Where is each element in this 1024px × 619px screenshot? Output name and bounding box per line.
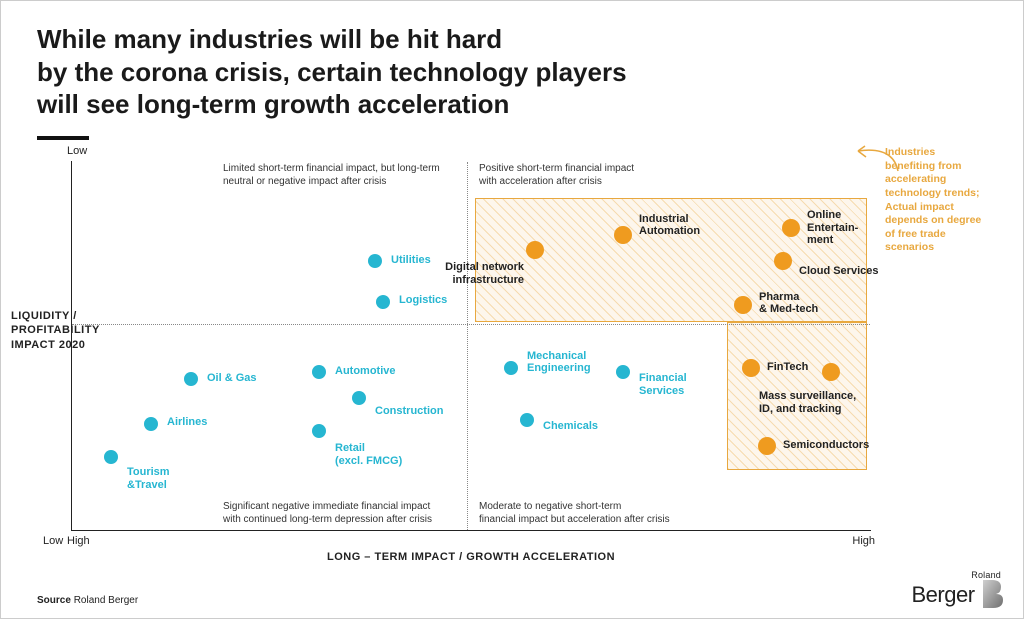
point-label-mechanical-engineering: Mechanical Engineering	[527, 350, 591, 375]
point-label-automotive: Automotive	[335, 365, 396, 378]
point-semiconductors	[758, 437, 776, 455]
y-axis-high-xlow: High	[67, 535, 90, 547]
quadrant-label: Limited short-term financial impact, but…	[223, 163, 440, 188]
point-construction	[352, 391, 366, 405]
logo-top: Roland	[912, 570, 1002, 580]
title-line1: While many industries will be hit hard	[37, 24, 502, 54]
point-retail	[312, 424, 326, 438]
logo-bottom: Berger	[912, 582, 975, 607]
point-label-oil-gas: Oil & Gas	[207, 372, 257, 385]
point-pharma-medtech	[734, 296, 752, 314]
point-automotive	[312, 365, 326, 379]
point-utilities	[368, 254, 382, 268]
logo-b-icon	[981, 580, 1003, 608]
point-label-fintech: FinTech	[767, 361, 808, 374]
horizontal-split	[72, 324, 870, 325]
quadrant-label: Significant negative immediate financial…	[223, 501, 432, 526]
point-label-semiconductors: Semiconductors	[783, 439, 869, 452]
point-label-cloud-services: Cloud Services	[799, 265, 878, 278]
point-cloud-services	[774, 252, 792, 270]
chart-frame: { "title": { "line1": "While many indust…	[0, 0, 1024, 619]
point-oil-gas	[184, 372, 198, 386]
point-logistics	[376, 295, 390, 309]
point-financial-services	[616, 365, 630, 379]
scatter-chart: Low High Low High LIQUIDITY / PROFITABIL…	[71, 161, 871, 531]
point-tourism-travel	[104, 450, 118, 464]
point-label-chemicals: Chemicals	[543, 420, 598, 433]
point-fintech	[742, 359, 760, 377]
chart-title: While many industries will be hit hard b…	[37, 23, 627, 121]
x-axis-label: LONG – TERM IMPACT / GROWTH ACCELERATION	[71, 551, 871, 563]
point-mass-surveillance	[822, 363, 840, 381]
point-label-construction: Construction	[375, 405, 443, 418]
title-line3: will see long-term growth acceleration	[37, 88, 627, 121]
title-line2: by the corona crisis, certain technology…	[37, 56, 627, 89]
source-prefix: Source	[37, 595, 71, 606]
point-label-utilities: Utilities	[391, 254, 431, 267]
point-chemicals	[520, 413, 534, 427]
x-axis-line	[71, 530, 871, 531]
point-label-airlines: Airlines	[167, 416, 207, 429]
vertical-split	[467, 162, 468, 530]
point-label-logistics: Logistics	[399, 294, 447, 307]
point-label-financial-services: Financial Services	[639, 372, 687, 397]
point-online-entertainment	[782, 219, 800, 237]
point-label-digital-network-infrastructure: Digital network infrastructure	[445, 261, 524, 286]
point-label-online-entertainment: Online Entertain- ment	[807, 209, 858, 247]
y-axis-low: Low	[67, 145, 87, 157]
x-axis-high: High	[852, 535, 875, 547]
point-digital-network-infrastructure	[526, 241, 544, 259]
quadrant-label: Moderate to negative short-term financia…	[479, 501, 670, 526]
point-mechanical-engineering	[504, 361, 518, 375]
source-line: Source Roland Berger	[37, 595, 138, 606]
y-axis-label: LIQUIDITY / PROFITABILITY IMPACT 2020	[11, 309, 126, 352]
logo: Roland Berger	[912, 570, 1004, 608]
source-text: Roland Berger	[74, 595, 138, 606]
point-label-mass-surveillance: Mass surveillance, ID, and tracking	[759, 390, 856, 415]
point-label-retail: Retail (excl. FMCG)	[335, 442, 402, 467]
point-label-tourism-travel: Tourism &Travel	[127, 466, 170, 491]
x-axis-low: Low	[43, 535, 63, 547]
quadrant-label: Positive short-term financial impact wit…	[479, 163, 634, 188]
point-airlines	[144, 417, 158, 431]
callout-arrow-icon	[853, 141, 913, 181]
point-label-industrial-automation: Industrial Automation	[639, 213, 700, 238]
title-underline	[37, 136, 89, 140]
point-label-pharma-medtech: Pharma & Med-tech	[759, 291, 818, 316]
point-industrial-automation	[614, 226, 632, 244]
